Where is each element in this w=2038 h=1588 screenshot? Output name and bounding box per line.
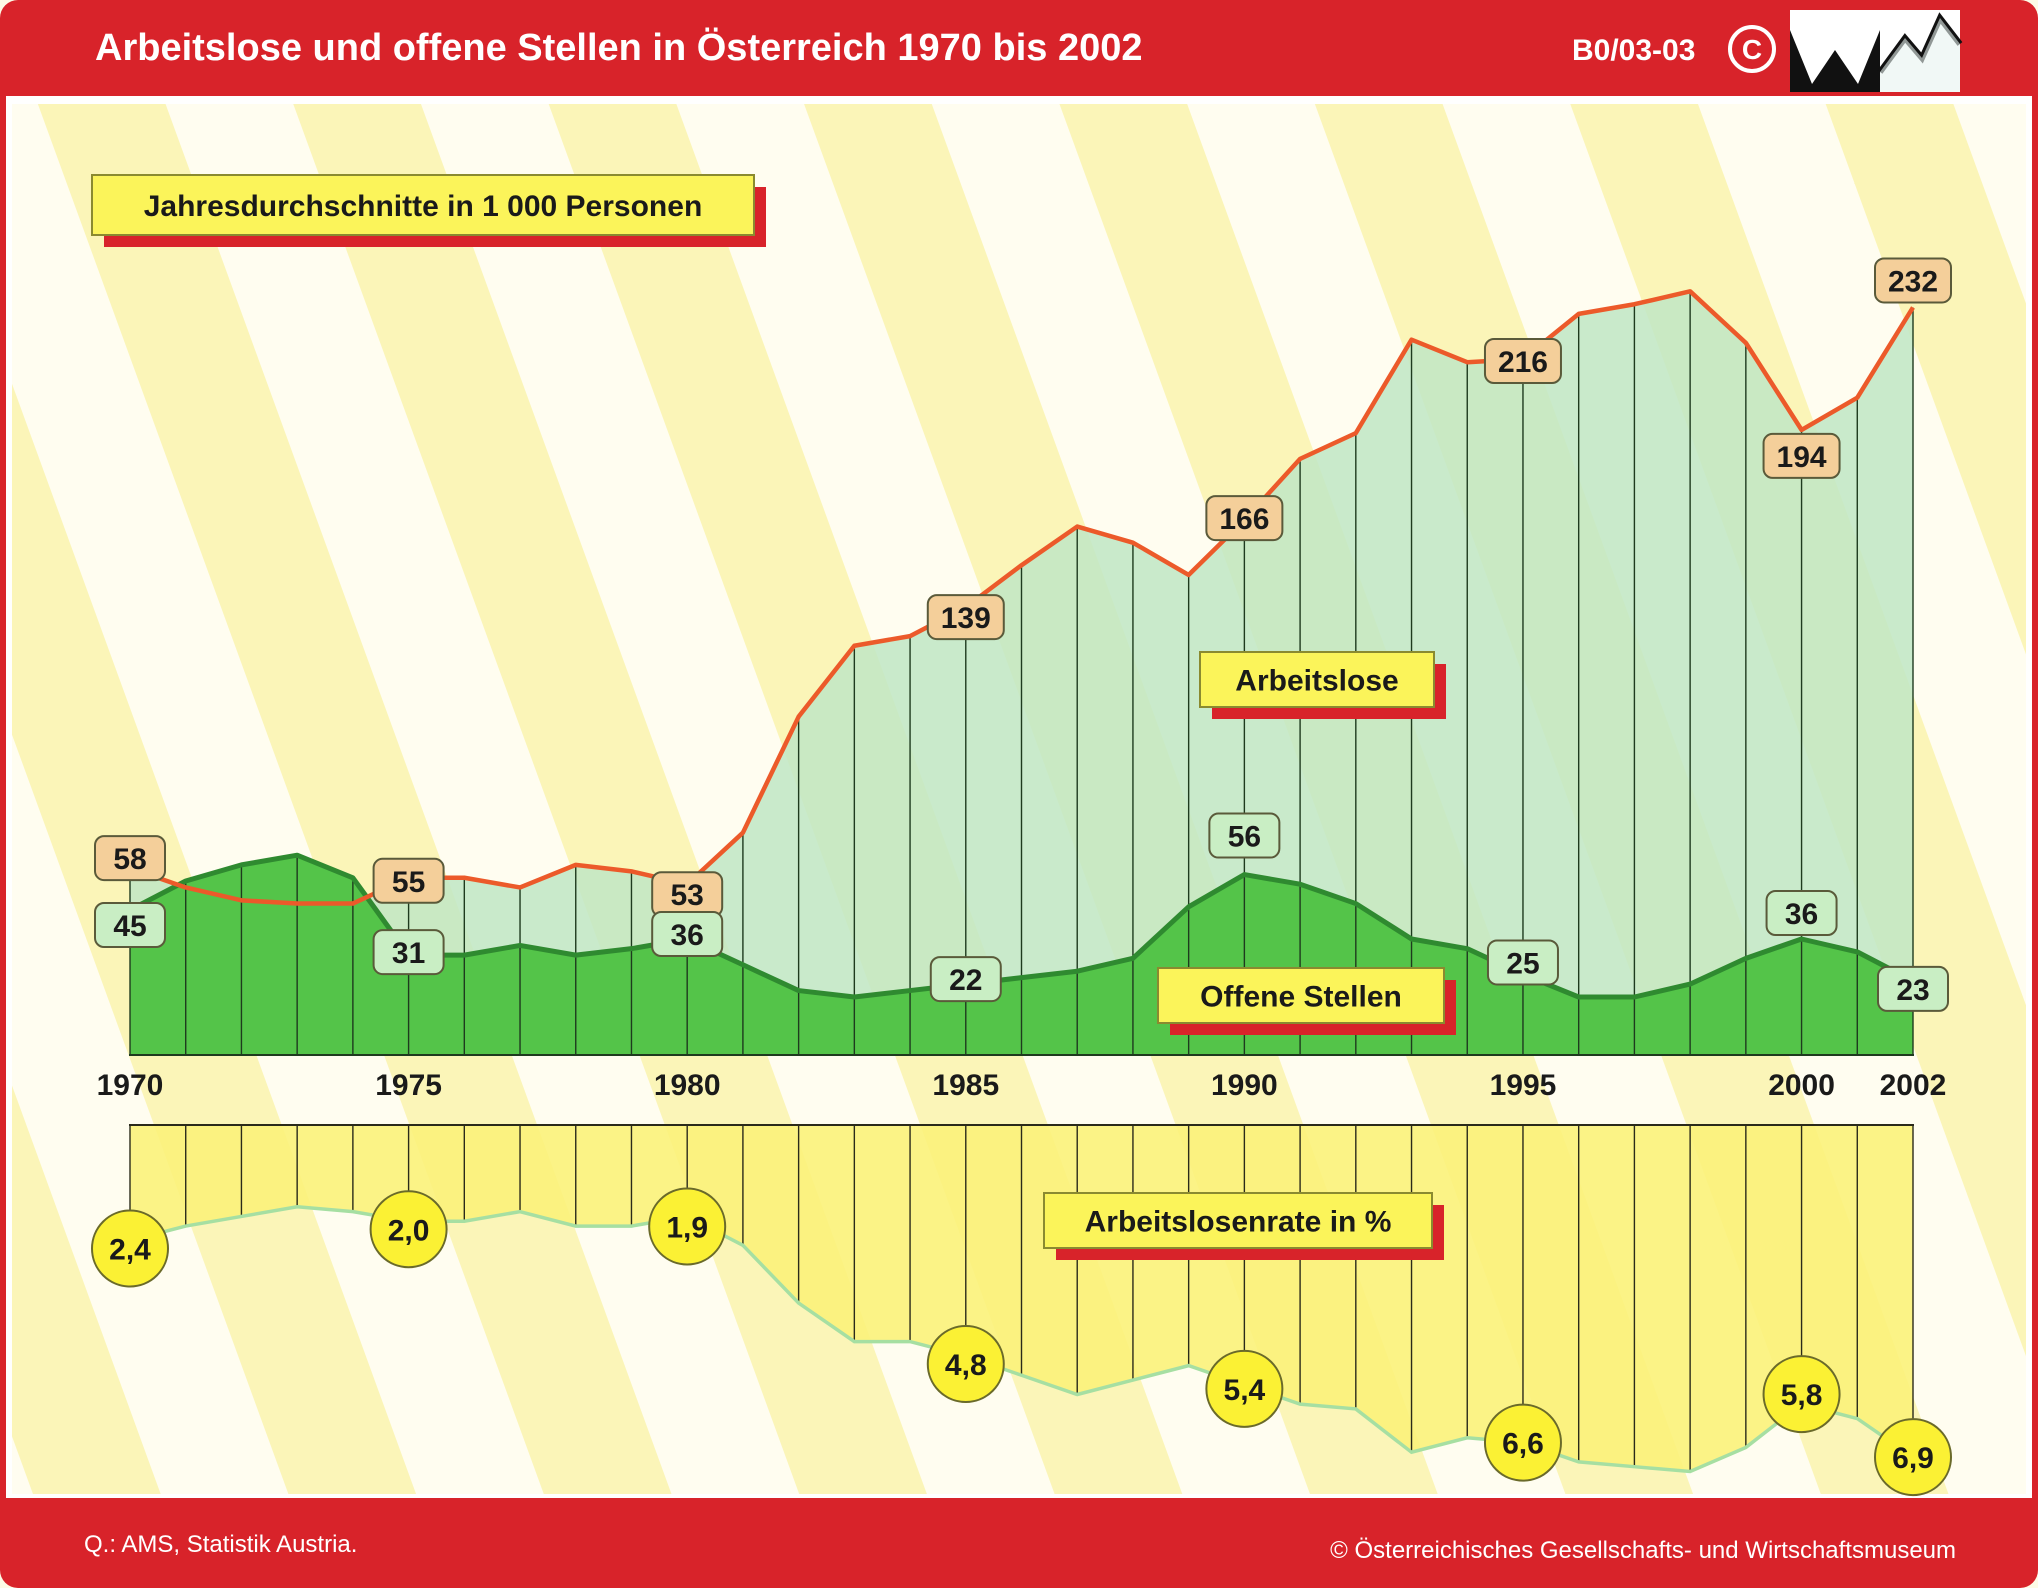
arbeitslose-series-label: Arbeitslose [1235,664,1398,697]
rate-value-circle [91,1209,169,1288]
rate-value-label: 6,6 [1502,1428,1544,1461]
offene-stellen-value-label: 31 [392,937,425,970]
rate-value-circle [926,1325,1005,1403]
x-tick-label: 2002 [1880,1069,1947,1102]
arbeitslose-value-label: 194 [1777,441,1827,474]
arbeitslose-value-label: 55 [392,866,425,899]
chart-code: B0/03-03 [1572,34,1695,67]
offene-stellen-value-label-box [1765,890,1838,936]
rate-value-label: 2,4 [109,1234,151,1267]
offene-stellen-value-label-box [94,902,166,948]
offene-stellen-value-label-box [929,956,1002,1003]
x-tick-label: 1990 [1211,1069,1278,1102]
x-tick-label: 1970 [97,1069,164,1102]
rate-value-label: 6,9 [1892,1442,1934,1475]
arbeitslose-value-label-box [372,857,445,904]
arbeitslosenrate-title-label-panel [1043,1192,1433,1249]
arbeitslose-value-label: 58 [113,843,146,876]
top-chart [128,289,1915,1056]
offene-stellen-value-label: 23 [1896,974,1929,1007]
source-note: Q.: AMS, Statistik Austria. [84,1531,357,1558]
arbeitslose-value-label-box [94,835,166,882]
x-tick-label: 1980 [654,1069,721,1102]
arbeitslosenrate-title-label: Arbeitslosenrate in % [1085,1205,1392,1238]
offene-stellen-value-label: 36 [671,919,704,952]
arbeitslose-series-label-panel [1199,651,1435,708]
rate-value-circle [1483,1403,1562,1482]
rate-value-label: 2,0 [388,1214,430,1247]
arbeitslose-value-label: 232 [1888,265,1938,298]
copyright-circle-icon [1728,25,1776,73]
chart-title-label: Jahresdurchschnitte in 1 000 Personen [144,190,703,223]
offene-stellen-value-label: 22 [949,964,982,997]
publisher-note: © Österreichisches Gesellschafts- und Wi… [1330,1537,1956,1564]
rate-value-circle [648,1187,727,1266]
x-tick-label: 2000 [1768,1069,1835,1102]
offene-stellen-value-label: 25 [1506,947,1539,980]
rate-value-label: 5,4 [1224,1374,1266,1407]
x-tick-label: 1975 [375,1069,442,1102]
arbeitslose-value-label: 166 [1219,503,1269,536]
chart-labels: 1970 1975 1980 1985 1990 1995 2000 2002 58 55 53 13… [91,174,1952,1497]
x-tick-label: 1995 [1490,1069,1557,1102]
rate-value-circle [1762,1355,1841,1434]
rate-value-label: 4,8 [945,1349,987,1382]
page-title: Arbeitslose und offene Stellen in Österr… [95,26,1143,69]
arbeitslose-value-label-box [1205,495,1284,542]
offene-stellen-value-label-box [1877,965,1949,1012]
offene-stellen-series-label-panel [1157,967,1445,1024]
arbeitslose-value-label-box [1874,257,1952,304]
offene-stellen-value-label-box [1486,939,1559,986]
arbeitslose-value-label-box [926,594,1005,641]
offene-stellen-value-label: 45 [113,910,146,943]
arbeitslose-value-label: 216 [1498,346,1548,379]
offene-stellen-value-label-box [651,911,724,957]
rate-value-circle [1205,1349,1284,1428]
copyright-c: C [1742,34,1762,65]
rate-value-label: 5,8 [1781,1379,1823,1412]
offene-stellen-value-label-box [372,929,445,976]
chart-title-label-panel [91,174,755,236]
offene-stellen-value-label-box [1208,812,1281,859]
arbeitslose-value-label-box [1483,338,1562,384]
arbeitslose-value-label: 53 [671,879,704,912]
wm-museum-logo-icon [1790,10,1963,92]
rate-value-label: 1,9 [666,1211,708,1244]
rate-value-circle [1874,1418,1952,1497]
offene-stellen-value-label: 36 [1785,898,1818,931]
offene-stellen-value-label: 56 [1228,821,1261,854]
rate-value-circle [369,1190,448,1269]
x-tick-label: 1985 [932,1069,999,1102]
arbeitslose-value-label: 139 [941,602,991,635]
arbeitslose-value-label-box [1762,432,1841,479]
offene-stellen-series-label: Offene Stellen [1200,980,1402,1013]
